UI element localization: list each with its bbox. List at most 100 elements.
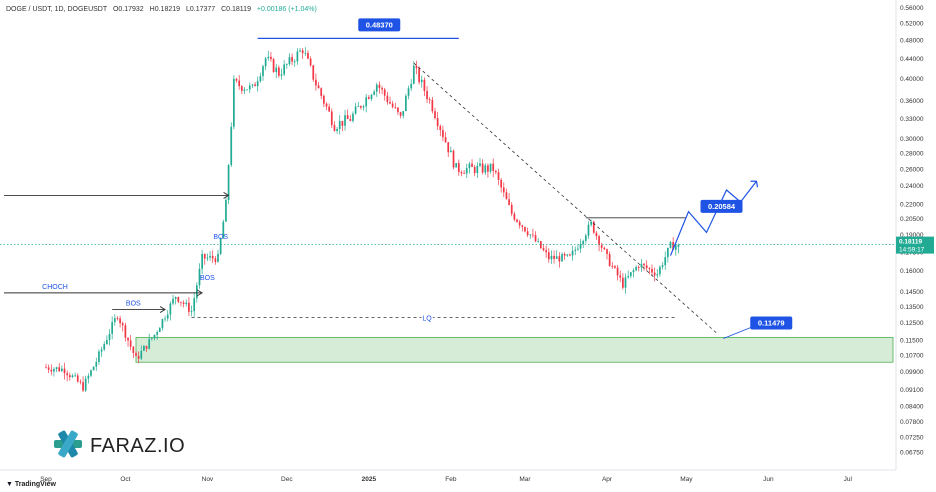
- candle-body: [539, 241, 542, 249]
- candle-body: [174, 296, 177, 299]
- candle-body: [442, 130, 444, 138]
- candle-body: [219, 238, 222, 254]
- candle-body: [230, 126, 233, 166]
- candle-body: [561, 253, 563, 262]
- candle-body: [238, 80, 241, 87]
- candle-body: [116, 318, 119, 319]
- candle-body: [150, 338, 153, 340]
- y-tick-label: 0.20500: [900, 216, 924, 223]
- candle-body: [669, 242, 672, 248]
- candle-body: [320, 88, 323, 96]
- candle-body: [375, 84, 378, 92]
- candle-body: [248, 85, 251, 90]
- candle-body: [547, 252, 550, 260]
- candle-body: [542, 248, 545, 251]
- candle-body: [164, 318, 166, 320]
- candle-body: [296, 51, 299, 62]
- x-tick-label: Nov: [202, 476, 214, 483]
- y-tick-label: 0.10700: [900, 353, 924, 360]
- bos-label-2: BOS: [200, 275, 215, 282]
- candle-body: [98, 351, 100, 362]
- candle-body: [354, 106, 357, 114]
- candle-body: [182, 302, 185, 304]
- candle-body: [148, 338, 151, 349]
- countdown-label: 14:59:17: [899, 247, 925, 254]
- y-tick-label: 0.11500: [900, 338, 923, 345]
- candle-body: [468, 163, 471, 169]
- candle-body: [598, 236, 600, 246]
- candle-body: [188, 302, 190, 312]
- symbol-label: DOGE / USDT, 1D, DOGEUSDT: [6, 6, 107, 13]
- candle-body: [667, 247, 669, 258]
- candle-body: [264, 58, 267, 67]
- candle-body: [516, 219, 518, 222]
- candle-body: [383, 89, 386, 96]
- candle-body: [330, 111, 333, 126]
- candle-body: [100, 349, 103, 352]
- y-tick-label: 0.08400: [900, 404, 924, 411]
- candle-body: [410, 83, 413, 89]
- candle-body: [121, 323, 124, 326]
- symbol-header: DOGE / USDT, 1D, DOGEUSDT O0.17932 H0.18…: [6, 6, 317, 13]
- candle-body: [611, 266, 614, 267]
- candle-body: [132, 346, 135, 354]
- candle-body: [502, 187, 505, 193]
- candle-body: [627, 276, 630, 278]
- candle-body: [629, 272, 632, 277]
- candle-body: [270, 56, 272, 60]
- support-value: 0.11479: [758, 318, 785, 327]
- candle-body: [447, 142, 450, 153]
- candle-body: [537, 241, 540, 243]
- candle-body: [648, 268, 651, 269]
- candle-body: [307, 52, 309, 59]
- candle-body: [61, 368, 63, 372]
- low-value: L0.17377: [185, 6, 216, 13]
- candle-body: [50, 369, 53, 372]
- y-tick-label: 0.06750: [900, 450, 924, 457]
- candle-body: [267, 56, 270, 59]
- candle-body: [140, 350, 143, 359]
- y-tick-label: 0.09100: [900, 387, 924, 394]
- x-tick-label: 2025: [362, 476, 377, 483]
- candle-body: [233, 78, 235, 127]
- logo-star-arm: [58, 430, 78, 458]
- candle-body: [103, 344, 106, 350]
- candle-body: [558, 256, 561, 262]
- candle-body: [346, 115, 349, 119]
- candle-body: [370, 94, 373, 99]
- candle-body: [632, 270, 635, 273]
- candle-body: [600, 245, 603, 248]
- candle-body: [190, 311, 193, 312]
- candle-body: [460, 171, 463, 174]
- upper-arrow-line-arrowhead: [223, 192, 230, 199]
- lq-label: LQ: [422, 316, 432, 323]
- candle-body: [135, 353, 137, 356]
- projection-callout: [700, 199, 743, 213]
- candle-body: [436, 118, 439, 127]
- candle-body: [365, 97, 368, 107]
- candle-body: [452, 150, 455, 168]
- tradingview-footer[interactable]: ▼ TradingView: [6, 481, 56, 488]
- candle-body: [285, 64, 288, 65]
- candle-body: [357, 106, 360, 107]
- candle-body: [603, 247, 606, 250]
- y-tick-label: 0.07250: [900, 434, 924, 441]
- candle-body: [312, 65, 315, 80]
- demand-zone: [135, 336, 894, 363]
- candle-body: [317, 85, 320, 89]
- candle-body: [315, 79, 317, 86]
- candle-body: [608, 254, 611, 267]
- candle-body: [235, 78, 238, 81]
- candle-body: [338, 121, 341, 129]
- candle-body: [71, 375, 74, 378]
- candle-body: [127, 337, 129, 341]
- candle-body: [582, 240, 585, 245]
- candle-body: [92, 366, 95, 371]
- change-value: +0.00186 (+1.04%): [256, 6, 317, 13]
- candle-body: [180, 301, 182, 303]
- candle-body: [156, 332, 159, 335]
- candle-body: [640, 263, 643, 268]
- top-level-value: 0.48370: [366, 20, 393, 29]
